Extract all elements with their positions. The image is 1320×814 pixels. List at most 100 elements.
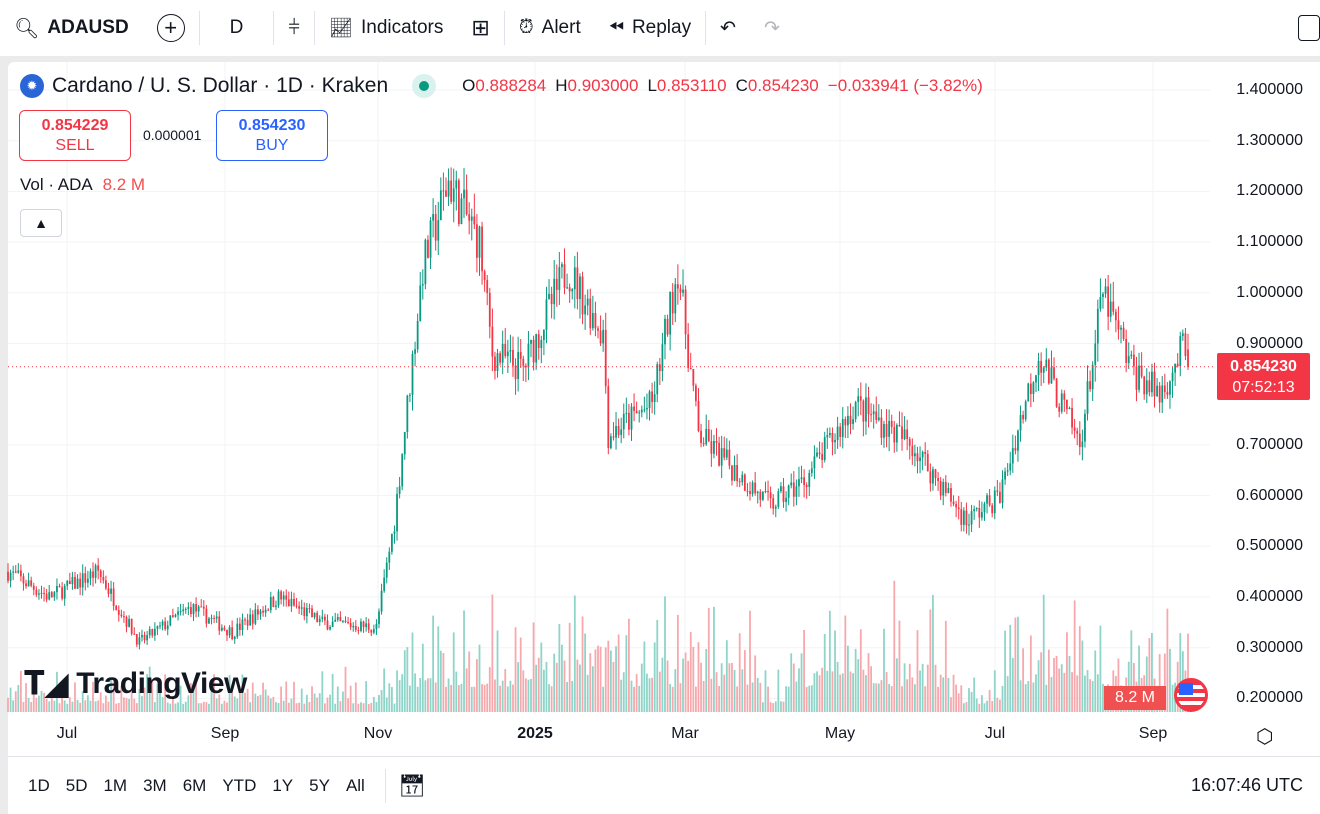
candle-body [61,587,64,599]
candle-body [326,620,329,630]
candle-body [470,216,473,221]
volume-bar [465,668,468,712]
volume-bar [102,703,105,712]
indicators-button[interactable]: 📈︎ Indicators [328,17,444,39]
volume-bar [92,681,94,712]
symbol-search[interactable]: 🔍︎ ADAUSD [14,17,129,40]
range-1d[interactable]: 1D [28,775,50,795]
volume-bar [867,653,870,712]
candle-body [653,394,656,403]
candle-body [89,571,92,579]
range-all[interactable]: All [345,775,365,795]
volume-bar [403,650,406,712]
volume-bar [401,674,404,712]
candle-body [228,627,231,636]
candle-body [259,610,262,615]
candle-body [548,293,550,300]
range-1m[interactable]: 1M [103,775,128,795]
range-3m[interactable]: 3M [143,775,167,795]
layouts-button[interactable]: ⊞ [457,0,503,56]
compare-button[interactable]: + [143,0,199,56]
volume-bar [620,679,623,712]
collapse-legend-button[interactable]: ▲︎ [20,209,62,237]
candle-body [501,343,504,363]
candle-body [774,506,777,509]
volume-bar [1047,649,1050,712]
volume-bar [816,671,818,712]
candle-body [1174,363,1177,373]
tradingview-logo[interactable]: 𝐓◢ TradingView [24,665,247,701]
grid-icon: ⊞ [471,15,490,40]
range-5y[interactable]: 5Y [309,775,330,795]
volume-bar [751,682,754,712]
volume-bar [468,651,471,712]
clock[interactable]: 16:07:46 UTC [1190,775,1303,795]
volume-bar [184,701,187,712]
candle-body [409,394,411,396]
volume-bar [792,663,795,712]
candle-body [1029,383,1032,394]
volume-bar [880,680,883,712]
redo-button[interactable]: ↷ [750,0,794,56]
volume-bar [563,660,566,712]
volume-bar [200,703,203,712]
volume-bar [749,610,751,712]
candle-body [996,490,999,492]
candle-body [494,356,496,371]
candle-body [633,406,635,411]
volume-bar [777,669,780,712]
candle-body [143,634,146,641]
interval-button[interactable]: D [229,17,244,38]
volume-bar [769,702,772,712]
sell-button[interactable]: 0.854229 SELL [19,110,131,161]
candle-body [1148,380,1151,393]
candle-body [1151,371,1153,393]
candle-body [220,627,223,631]
candle-body [823,437,826,460]
replay-button[interactable]: ⏪︎ Replay [608,17,692,38]
candle-body [844,419,847,426]
volume-bar [1096,674,1099,712]
volume-bar [25,683,27,712]
volume-bar [1006,676,1009,712]
date-range-icon[interactable]: 📅︎ [397,772,426,798]
candle-body [808,473,811,488]
candle-body [818,452,821,455]
range-ytd[interactable]: YTD [222,775,257,795]
range-5d[interactable]: 5D [65,775,88,795]
chart-panel[interactable] [8,62,1320,814]
volume-bar [937,686,939,712]
candle-body [38,593,40,595]
volume-bar [785,686,787,712]
candle-body [509,349,512,352]
volume-bar [761,702,764,712]
settings-icon[interactable]: ⬡ [1256,726,1274,748]
candle-body [895,424,898,443]
volume-bar [746,684,749,712]
volume-bar [94,701,97,712]
candle-body [810,468,813,474]
volume-bar [187,695,190,712]
alert-button[interactable]: ⏰︎ Alert [518,17,581,38]
volume-bar [378,695,380,712]
candle-body [620,429,623,435]
candle-body [965,510,968,526]
buy-button[interactable]: 0.854230 BUY [216,110,328,161]
candle-body [153,628,156,636]
volume-bar [494,679,496,712]
volume-bar [45,698,48,712]
volume-bar [388,683,391,712]
candle-body [107,588,110,594]
candle-body [988,495,991,506]
price-tick: 1.200000 [1236,182,1303,200]
candle-body [1009,463,1012,471]
volume-bar [955,684,958,712]
chart-type-button[interactable]: ⫩ [274,0,313,56]
volume-bar [218,694,221,712]
us-flag-icon[interactable] [1174,678,1208,712]
range-6m[interactable]: 6M [182,775,207,795]
undo-button[interactable]: ↶ [706,0,750,56]
volume-bar [625,635,628,712]
range-1y[interactable]: 1Y [272,775,294,795]
